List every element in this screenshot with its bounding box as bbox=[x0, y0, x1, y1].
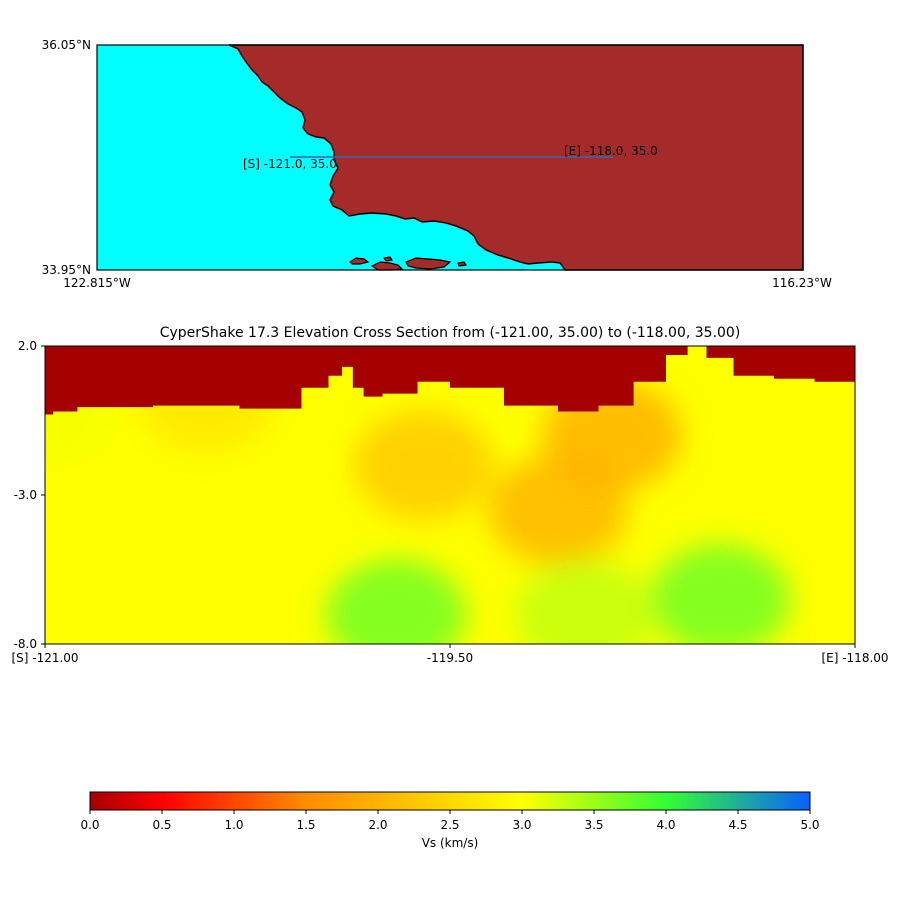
colorbar-tick-label-6: 3.0 bbox=[512, 818, 531, 832]
map-frame bbox=[96, 44, 804, 271]
colorbar-tick-label-2: 1.0 bbox=[224, 818, 243, 832]
x-tick-label-2: [E] -118.00 bbox=[821, 651, 888, 665]
colorbar-tick-label-9: 4.5 bbox=[728, 818, 747, 832]
vs-anomaly-8 bbox=[515, 559, 655, 644]
y-tick-label-0: 2.0 bbox=[18, 339, 37, 353]
island-5 bbox=[382, 256, 394, 262]
cross-section-plot bbox=[45, 346, 855, 644]
x-axis: [S] -121.00 -119.50 [E] -118.00 bbox=[11, 644, 889, 665]
map-lon-left-label: 122.815°W bbox=[63, 276, 131, 290]
colorbar-tick-label-0: 0.0 bbox=[80, 818, 99, 832]
colorbar-label: Vs (km/s) bbox=[422, 836, 479, 850]
island-1 bbox=[349, 257, 370, 265]
vs-anomaly-2 bbox=[353, 410, 493, 521]
y-axis: 2.0 -3.0 -8.0 bbox=[14, 339, 45, 651]
vs-anomaly-7 bbox=[650, 544, 790, 644]
x-tick-label-0: [S] -121.00 bbox=[11, 651, 78, 665]
colorbar-ticks: 0.0 0.5 1.0 1.5 2.0 2.5 3.0 3.5 4.0 4.5 5.0 bbox=[80, 810, 820, 832]
map-lat-bottom-label: 33.95°N bbox=[42, 263, 91, 277]
map-lon-right-label: 116.23°W bbox=[772, 276, 832, 290]
map-lat-top-label: 36.05°N bbox=[42, 38, 91, 52]
vs-anomaly-1 bbox=[245, 440, 385, 550]
colorbar-tick-label-5: 2.5 bbox=[440, 818, 459, 832]
map-end-label: [E] -118.0, 35.0 bbox=[564, 144, 658, 158]
colorbar-tick-label-8: 4.0 bbox=[656, 818, 675, 832]
x-tick-label-1: -119.50 bbox=[427, 651, 473, 665]
y-tick-label-1: -3.0 bbox=[14, 488, 37, 502]
location-map: 36.05°N 33.95°N 122.815°W 116.23°W [S] -… bbox=[42, 38, 832, 290]
island-4 bbox=[457, 261, 468, 267]
map-start-label: [S] -121.0, 35.0 bbox=[243, 157, 337, 171]
island-3 bbox=[405, 257, 452, 270]
chart-title: CyperShake 17.3 Elevation Cross Section … bbox=[160, 325, 741, 341]
vs-anomaly-6 bbox=[326, 559, 466, 644]
colorbar-tick-label-10: 5.0 bbox=[800, 818, 819, 832]
colorbar: 0.0 0.5 1.0 1.5 2.0 2.5 3.0 3.5 4.0 4.5 5.0 Vs (km… bbox=[80, 791, 820, 850]
vs-anomaly-layer bbox=[45, 346, 790, 644]
colorbar-tick-label-4: 2.0 bbox=[368, 818, 387, 832]
colorbar-tick-label-7: 3.5 bbox=[584, 818, 603, 832]
colorbar-gradient bbox=[89, 791, 811, 811]
colorbar-tick-label-3: 1.5 bbox=[296, 818, 315, 832]
air-region bbox=[45, 346, 855, 415]
y-tick-label-2: -8.0 bbox=[14, 637, 37, 651]
colorbar-tick-label-1: 0.5 bbox=[152, 818, 171, 832]
